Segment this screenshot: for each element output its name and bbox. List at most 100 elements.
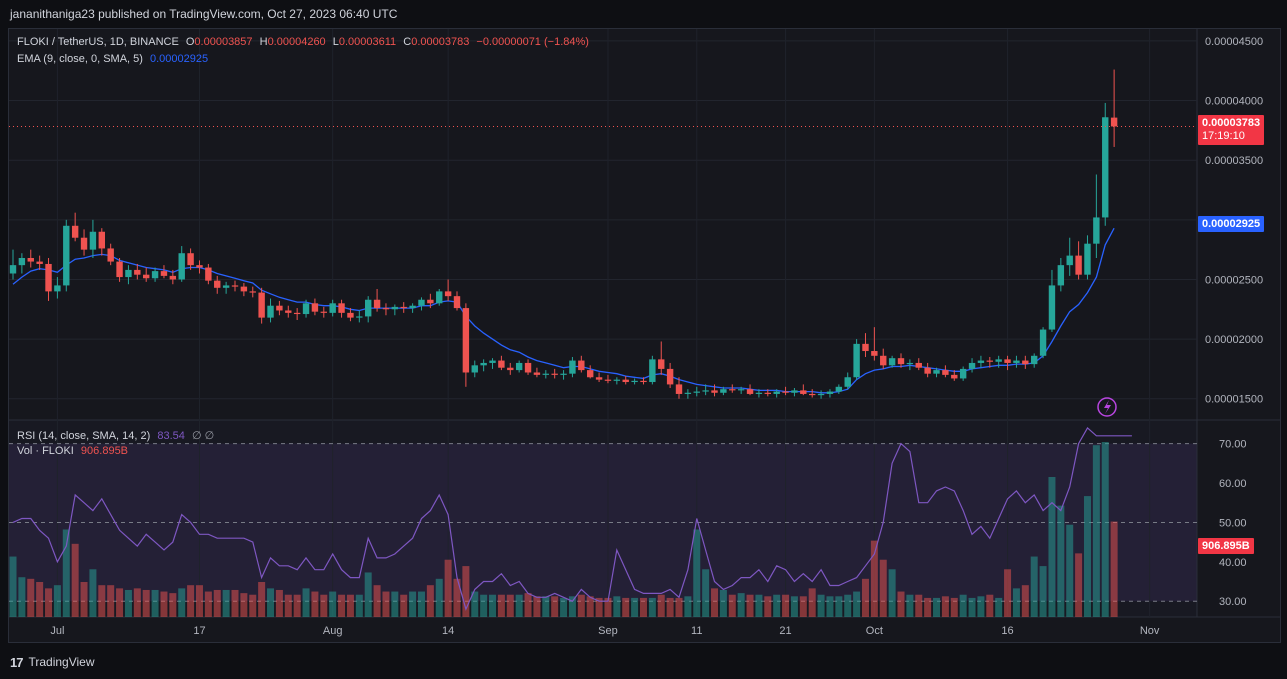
- tradingview-footer[interactable]: 17 TradingView: [10, 653, 95, 671]
- candle-body: [515, 362, 523, 371]
- candle-body: [782, 391, 789, 393]
- candle-body: [720, 389, 727, 393]
- volume-bar: [799, 596, 807, 617]
- volume-bar: [435, 578, 443, 617]
- flash-icon: [1097, 397, 1117, 417]
- volume-tag: 906.895B: [1198, 538, 1254, 554]
- volume-bar: [675, 597, 683, 617]
- candle-body: [187, 253, 194, 266]
- candle-body: [906, 362, 914, 365]
- volume-bar: [853, 591, 861, 617]
- candle-body: [178, 253, 185, 280]
- candle-body: [302, 303, 310, 315]
- candle-body: [329, 303, 336, 313]
- published-line: jananithaniga23 published on TradingView…: [10, 7, 398, 21]
- ema-tag-value: 0.00002925: [1202, 218, 1261, 230]
- candle-body: [942, 370, 949, 375]
- volume-bar: [142, 589, 150, 617]
- chart-frame[interactable]: 0.000045000.000040000.000035000.00003000…: [8, 28, 1281, 643]
- candle-body: [1039, 329, 1047, 356]
- candle-body: [959, 368, 967, 379]
- candle-body: [524, 362, 532, 373]
- volume-bar: [915, 594, 923, 617]
- volume-bar: [773, 594, 781, 617]
- rsi-tick-label: 70.00: [1219, 439, 1247, 451]
- candle-body: [1057, 265, 1065, 286]
- volume-bar: [808, 588, 816, 617]
- volume-bar: [551, 596, 559, 617]
- volume-bar: [18, 577, 26, 617]
- open-label: O: [185, 36, 195, 48]
- candle-body: [365, 299, 372, 317]
- volume-bar: [515, 594, 523, 617]
- volume-bar: [560, 597, 568, 617]
- candle-body: [507, 367, 514, 371]
- close-value: 0.00003783: [411, 36, 470, 48]
- volume-bar: [355, 594, 363, 617]
- chart-canvas[interactable]: 0.000045000.000040000.000035000.00003000…: [9, 29, 1280, 642]
- volume-bar: [1057, 505, 1065, 617]
- candle-body: [1102, 117, 1109, 218]
- volume-bar: [835, 596, 843, 617]
- countdown-value: 17:19:10: [1202, 130, 1245, 142]
- volume-bar: [613, 596, 621, 617]
- candle-body: [915, 362, 922, 368]
- volume-bar: [231, 589, 239, 617]
- volume-bar: [1048, 477, 1056, 617]
- candle-body: [542, 373, 549, 375]
- candle-body: [702, 390, 709, 392]
- volume-bar: [906, 594, 914, 617]
- volume-bar: [471, 591, 479, 617]
- volume-bar: [302, 588, 310, 617]
- volume-bar: [995, 597, 1003, 617]
- candle-body: [45, 263, 52, 292]
- price-tick-label: 0.00001500: [1205, 394, 1263, 406]
- candle-body: [80, 237, 88, 250]
- ema-label: EMA (9, close, 0, SMA, 5): [17, 53, 143, 65]
- low-value: 0.00003611: [338, 36, 397, 48]
- volume-bar: [888, 569, 896, 617]
- candle-body: [125, 269, 132, 278]
- volume-bar: [861, 578, 869, 617]
- time-tick-label: Sep: [598, 625, 618, 637]
- volume-legend[interactable]: Vol · FLOKI 906.895B: [17, 445, 128, 457]
- volume-bar: [133, 588, 141, 617]
- volume-bar: [639, 597, 647, 617]
- candle-body: [134, 269, 141, 275]
- candle-body: [817, 393, 825, 396]
- candle-body: [169, 275, 177, 280]
- volume-bar: [80, 582, 88, 617]
- ema-legend[interactable]: EMA (9, close, 0, SMA, 5) 0.00002925: [17, 53, 208, 65]
- volume-bar: [1092, 445, 1100, 617]
- time-tick-label: 11: [691, 625, 702, 637]
- volume-bar: [107, 585, 115, 617]
- volume-bar: [267, 588, 275, 617]
- volume-bar: [89, 569, 97, 617]
- candle-body: [578, 360, 585, 371]
- volume-bar: [684, 596, 692, 617]
- time-tick-label: Oct: [866, 625, 883, 637]
- volume-bar: [426, 585, 434, 617]
- candle-body: [791, 390, 798, 393]
- time-tick-label: Jul: [50, 625, 64, 637]
- high-value: 0.00004260: [267, 36, 326, 48]
- volume-bar: [586, 596, 594, 617]
- volume-bar: [311, 591, 319, 617]
- candle-body: [755, 392, 763, 394]
- volume-bar: [702, 569, 710, 617]
- volume-bar: [124, 589, 132, 617]
- candle-body: [826, 391, 834, 394]
- open-value: 0.00003857: [194, 36, 253, 48]
- candle-body: [888, 358, 896, 366]
- volume-bar: [53, 585, 61, 617]
- volume-bar: [941, 596, 949, 617]
- candle-body: [1084, 243, 1091, 275]
- rsi-legend[interactable]: RSI (14, close, SMA, 14, 2) 83.54 ∅ ∅: [17, 429, 214, 442]
- volume-bar: [986, 594, 994, 617]
- candle-body: [89, 231, 97, 250]
- volume-bar: [213, 589, 221, 617]
- rsi-tick-label: 50.00: [1219, 517, 1247, 529]
- volume-bar: [817, 594, 825, 617]
- tradingview-logo: 17: [10, 654, 24, 670]
- candle-body: [658, 359, 665, 369]
